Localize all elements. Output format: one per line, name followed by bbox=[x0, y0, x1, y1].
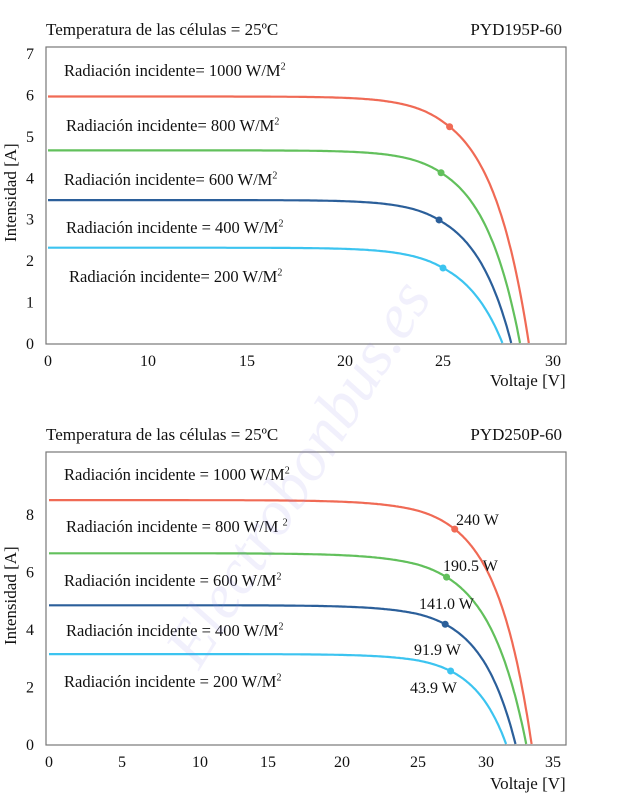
power-label-800: 190.5 W bbox=[443, 558, 498, 575]
label-text: Radiación incidente= 1000 W/M bbox=[64, 61, 281, 80]
mpp-point-curve-1000 bbox=[451, 525, 459, 533]
chart1-y-tick-label: 0 bbox=[26, 336, 34, 353]
chart1-x-tick-label: 0 bbox=[44, 353, 52, 370]
label-sup: 2 bbox=[274, 116, 280, 128]
chart1-title: Temperatura de las células = 25ºC bbox=[46, 20, 279, 39]
chart1-y-tick-label: 2 bbox=[26, 253, 34, 270]
chart2-x-tick-label: 5 bbox=[118, 754, 126, 771]
chart2-x-tick-label: 0 bbox=[45, 754, 53, 771]
power-label-400: 91.9 W bbox=[414, 642, 461, 659]
chart2-model: PYD250P-60 bbox=[470, 425, 562, 444]
mpp-point-curve-2 bbox=[437, 169, 445, 177]
chart2-y-axis-label: Intensidad [A] bbox=[1, 546, 20, 645]
chart1-x-tick-label: 30 bbox=[545, 353, 561, 370]
label-text: Radiación incidente= 600 W/M bbox=[64, 170, 273, 189]
chart2-label-800: Radiación incidente = 800 W/M 2 bbox=[66, 517, 288, 537]
chart2-label-400: Radiación incidente = 400 W/M2 bbox=[66, 621, 283, 641]
label-sup: 2 bbox=[272, 170, 278, 182]
mpp-point-curve-3 bbox=[435, 216, 443, 224]
mpp-point-curve-400 bbox=[447, 667, 455, 675]
chart1-x-axis-label: Voltaje [V] bbox=[490, 371, 566, 390]
iv-curve-1000 bbox=[49, 499, 533, 745]
chart2-x-tick-label: 15 bbox=[260, 754, 276, 771]
chart1-y-tick-label: 1 bbox=[26, 295, 34, 312]
chart2-x-tick-label: 35 bbox=[545, 754, 561, 771]
label-sup: 2 bbox=[282, 517, 288, 529]
chart2-label-200: Radiación incidente = 200 W/M2 bbox=[64, 672, 281, 692]
chart2-y-tick-label: 8 bbox=[26, 507, 34, 524]
mpp-point-curve-800 bbox=[443, 573, 451, 581]
chart2-y-tick-label: 4 bbox=[26, 622, 34, 639]
chart2-x-axis-label: Voltaje [V] bbox=[490, 774, 566, 793]
chart1-label-400: Radiación incidente = 400 W/M2 bbox=[66, 218, 283, 238]
chart2-plot-frame bbox=[45, 451, 567, 746]
power-label-1000: 240 W bbox=[456, 512, 499, 529]
chart1-x-tick-label: 25 bbox=[435, 353, 451, 370]
label-sup: 2 bbox=[276, 672, 282, 684]
chart1-plot-frame bbox=[45, 46, 567, 345]
chart1-y-axis-label: Intensidad [A] bbox=[1, 143, 20, 242]
label-sup: 2 bbox=[278, 621, 284, 633]
chart1-label-200: Radiación incidente= 200 W/M2 bbox=[69, 267, 282, 287]
chart1-label-1000: Radiación incidente= 1000 W/M2 bbox=[64, 61, 286, 81]
label-text: Radiación incidente= 200 W/M bbox=[69, 267, 278, 286]
label-text: Radiación incidente = 1000 W/M bbox=[64, 465, 285, 484]
chart1-y-tick-label: 7 bbox=[26, 46, 34, 63]
chart1-model: PYD195P-60 bbox=[470, 20, 562, 39]
chart1-x-tick-label: 15 bbox=[239, 353, 255, 370]
chart2-label-600: Radiación incidente = 600 W/M2 bbox=[64, 571, 281, 591]
mpp-point-curve-4 bbox=[439, 264, 447, 272]
chart2-y-tick-label: 6 bbox=[26, 565, 34, 582]
iv-curve-800 bbox=[49, 552, 528, 745]
label-text: Radiación incidente = 400 W/M bbox=[66, 621, 279, 640]
label-text: Radiación incidente= 800 W/M bbox=[66, 116, 275, 135]
iv-curve-4 bbox=[48, 246, 504, 344]
chart1-y-tick-label: 5 bbox=[26, 129, 34, 146]
iv-curve-1 bbox=[48, 95, 530, 344]
power-label-600: 141.0 W bbox=[419, 596, 474, 613]
chart1-label-800: Radiación incidente= 800 W/M2 bbox=[66, 116, 279, 136]
iv-curve-400 bbox=[49, 653, 508, 745]
label-text: Radiación incidente = 200 W/M bbox=[64, 672, 277, 691]
label-text: Radiación incidente = 600 W/M bbox=[64, 571, 277, 590]
chart1-y-tick-label: 3 bbox=[26, 212, 34, 229]
chart1-x-tick-label: 20 bbox=[337, 353, 353, 370]
chart1-y-tick-label: 4 bbox=[26, 170, 34, 187]
chart1-label-600: Radiación incidente= 600 W/M2 bbox=[64, 170, 277, 190]
mpp-point-curve-600 bbox=[441, 620, 449, 628]
label-text: Radiación incidente = 400 W/M bbox=[66, 218, 279, 237]
label-sup: 2 bbox=[277, 267, 283, 279]
chart1-y-tick-label: 6 bbox=[26, 87, 34, 104]
chart2-y-tick-label: 2 bbox=[26, 680, 34, 697]
iv-curve-2 bbox=[48, 149, 522, 344]
chart2-x-tick-label: 20 bbox=[334, 754, 350, 771]
chart2-x-tick-label: 25 bbox=[410, 754, 426, 771]
chart1-x-tick-label: 10 bbox=[140, 353, 156, 370]
chart2-label-1000: Radiación incidente = 1000 W/M2 bbox=[64, 465, 290, 485]
chart2-x-tick-label: 10 bbox=[192, 754, 208, 771]
chart2-x-tick-label: 30 bbox=[478, 754, 494, 771]
chart2-title: Temperatura de las células = 25ºC bbox=[46, 425, 279, 444]
iv-curve-3 bbox=[48, 199, 513, 344]
label-sup: 2 bbox=[276, 571, 282, 583]
iv-curve-600 bbox=[49, 604, 517, 745]
label-sup: 2 bbox=[278, 218, 284, 230]
power-label-200: 43.9 W bbox=[410, 680, 457, 697]
label-text: Radiación incidente = 800 W/M bbox=[66, 517, 283, 536]
label-sup: 2 bbox=[280, 61, 286, 73]
chart2-y-tick-label: 0 bbox=[26, 737, 34, 754]
label-sup: 2 bbox=[284, 465, 290, 477]
mpp-point-curve-1 bbox=[446, 123, 454, 131]
